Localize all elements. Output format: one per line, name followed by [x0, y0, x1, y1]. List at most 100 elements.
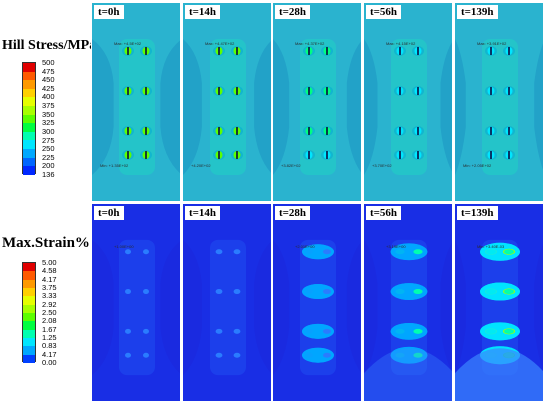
legend-tick-label: 0.83 — [42, 341, 57, 351]
legend-tick-label: 450 — [42, 75, 55, 85]
panel-annotation: Min: +3.40E-03 — [477, 244, 505, 249]
legend-tick-label: 3.75 — [42, 283, 57, 292]
legend-color-swatch — [23, 329, 35, 338]
legend-color-swatch — [23, 106, 35, 115]
legend-color-swatch — [23, 80, 35, 89]
panel-annotation: +4.20E+02 — [191, 163, 211, 168]
panel-annotation: +3.19E+00 — [386, 244, 406, 249]
stress-contour-panel: t=14h Max: +4.47E+02 +4.20E+02 — [182, 2, 272, 202]
legend-tick-label: 4.58 — [42, 266, 57, 276]
legend-tick-label: 500 — [42, 58, 55, 67]
panel-time-label: t=139h — [457, 206, 498, 220]
legend-color-swatch — [23, 312, 35, 322]
legend-tick-label: 0.00 — [42, 358, 57, 367]
strain-legend-title: Max.Strain% — [2, 235, 90, 251]
panel-annotation: Max: +3.91E+02 — [477, 41, 507, 46]
legend-tick-label: 225 — [42, 152, 55, 162]
legend-tick-label: 4.17 — [42, 274, 57, 284]
strain-contour-panel: t=28h +2.01E+00 — [272, 203, 362, 402]
stress-contour-panel: t=139h Max: +3.91E+02 Min: +2.05E+02 — [454, 2, 544, 202]
legend-tick-label: 375 — [42, 101, 55, 111]
stress-contour-panel: t=56h Max: +4.15E+02 +3.70E+02 — [363, 2, 453, 202]
legend-color-swatch — [23, 354, 35, 363]
legend-color-swatch — [23, 296, 35, 305]
panel-annotation: Max: +4.37E+02 — [295, 41, 325, 46]
contour-field — [183, 3, 271, 201]
legend-tick-label: 4.17 — [42, 349, 57, 359]
legend-tick-label: 350 — [42, 109, 55, 119]
legend-color-swatch — [23, 63, 35, 72]
panel-annotation: Max: +4.5E+02 — [114, 41, 142, 46]
legend-color-swatch — [23, 337, 35, 347]
legend-color-swatch — [23, 131, 35, 141]
legend-color-swatch — [23, 263, 35, 272]
legend-tick-label: 2.08 — [42, 316, 57, 326]
contour-field — [455, 3, 543, 201]
strain-contour-panel: t=14h — [182, 203, 272, 402]
legend-color-swatch — [23, 271, 35, 280]
panel-annotation: +1.00E+00 — [114, 244, 134, 249]
panel-time-label: t=28h — [275, 5, 311, 19]
contour-field — [92, 3, 180, 201]
contour-field — [455, 204, 543, 401]
panel-annotation: +3.82E+02 — [281, 163, 301, 168]
legend-tick-label: 3.33 — [42, 291, 57, 301]
stress-color-legend: 500 475 450 425 400 375 350 325 300 275 250 225 200 1… — [22, 58, 98, 178]
contour-field — [92, 204, 180, 401]
legend-tick-label: 400 — [42, 92, 55, 102]
legend-tick-label: 250 — [42, 144, 55, 154]
panel-time-label: t=0h — [94, 5, 124, 19]
panel-annotation: Max: +4.47E+02 — [205, 41, 235, 46]
panel-annotation: +2.01E+00 — [295, 244, 315, 249]
contour-field — [364, 204, 452, 401]
legend-tick-label: 1.67 — [42, 324, 57, 334]
panel-annotation: +3.70E+02 — [372, 163, 392, 168]
legend-color-swatch — [23, 114, 35, 124]
legend-tick-label: 275 — [42, 135, 55, 145]
legend-color-swatch — [23, 157, 35, 167]
legend-color-swatch — [23, 279, 35, 288]
legend-color-swatch — [23, 88, 35, 98]
panel-time-label: t=14h — [185, 5, 221, 19]
legend-tick-label: 5.00 — [42, 258, 57, 267]
legend-color-swatch — [23, 123, 35, 132]
strain-color-bar — [22, 262, 36, 363]
legend-color-swatch — [23, 287, 35, 297]
panel-time-label: t=139h — [457, 5, 498, 19]
stress-contour-panel: t=0h Max: +4.5E+02 Min: +1.35E+02 — [91, 2, 181, 202]
legend-color-swatch — [23, 149, 35, 158]
strain-contour-panel: t=56h +3.19E+00 — [363, 203, 453, 402]
legend-tick-label: 2.92 — [42, 299, 57, 309]
panel-time-label: t=56h — [366, 5, 402, 19]
stress-legend-title: Hill Stress/MPa — [2, 38, 97, 53]
legend-tick-label: 325 — [42, 118, 55, 128]
contour-field — [273, 3, 361, 201]
contour-field — [364, 3, 452, 201]
strain-contour-panel: t=139h Min: +3.40E-03 — [454, 203, 544, 402]
panel-annotation: Min: +2.05E+02 — [463, 163, 492, 168]
legend-color-swatch — [23, 140, 35, 150]
panel-time-label: t=56h — [366, 206, 402, 220]
panel-time-label: t=14h — [185, 206, 221, 220]
panel-annotation: Max: +4.15E+02 — [386, 41, 416, 46]
legend-color-swatch — [23, 304, 35, 313]
panel-time-label: t=28h — [275, 206, 311, 220]
strain-color-legend: 5.00 4.58 4.17 3.75 3.33 2.92 2.50 2.08 1.67 1.25… — [22, 258, 98, 366]
legend-tick-label: 1.25 — [42, 333, 57, 342]
contour-field — [273, 204, 361, 401]
legend-color-swatch — [23, 97, 35, 107]
panel-time-label: t=0h — [94, 206, 124, 220]
legend-tick-label: 475 — [42, 66, 55, 76]
stress-contour-panel: t=28h Max: +4.37E+02 +3.82E+02 — [272, 2, 362, 202]
legend-color-swatch — [23, 166, 35, 175]
strain-contour-panel: t=0h +1.00E+00 — [91, 203, 181, 402]
legend-color-swatch — [23, 346, 35, 355]
legend-color-swatch — [23, 321, 35, 330]
legend-color-swatch — [23, 71, 35, 81]
legend-tick-label: 2.50 — [42, 308, 57, 317]
legend-tick-label: 136 — [42, 170, 55, 179]
contour-field — [183, 204, 271, 401]
legend-tick-label: 425 — [42, 83, 55, 93]
panel-annotation: Min: +1.35E+02 — [100, 163, 129, 168]
legend-tick-label: 200 — [42, 161, 55, 171]
